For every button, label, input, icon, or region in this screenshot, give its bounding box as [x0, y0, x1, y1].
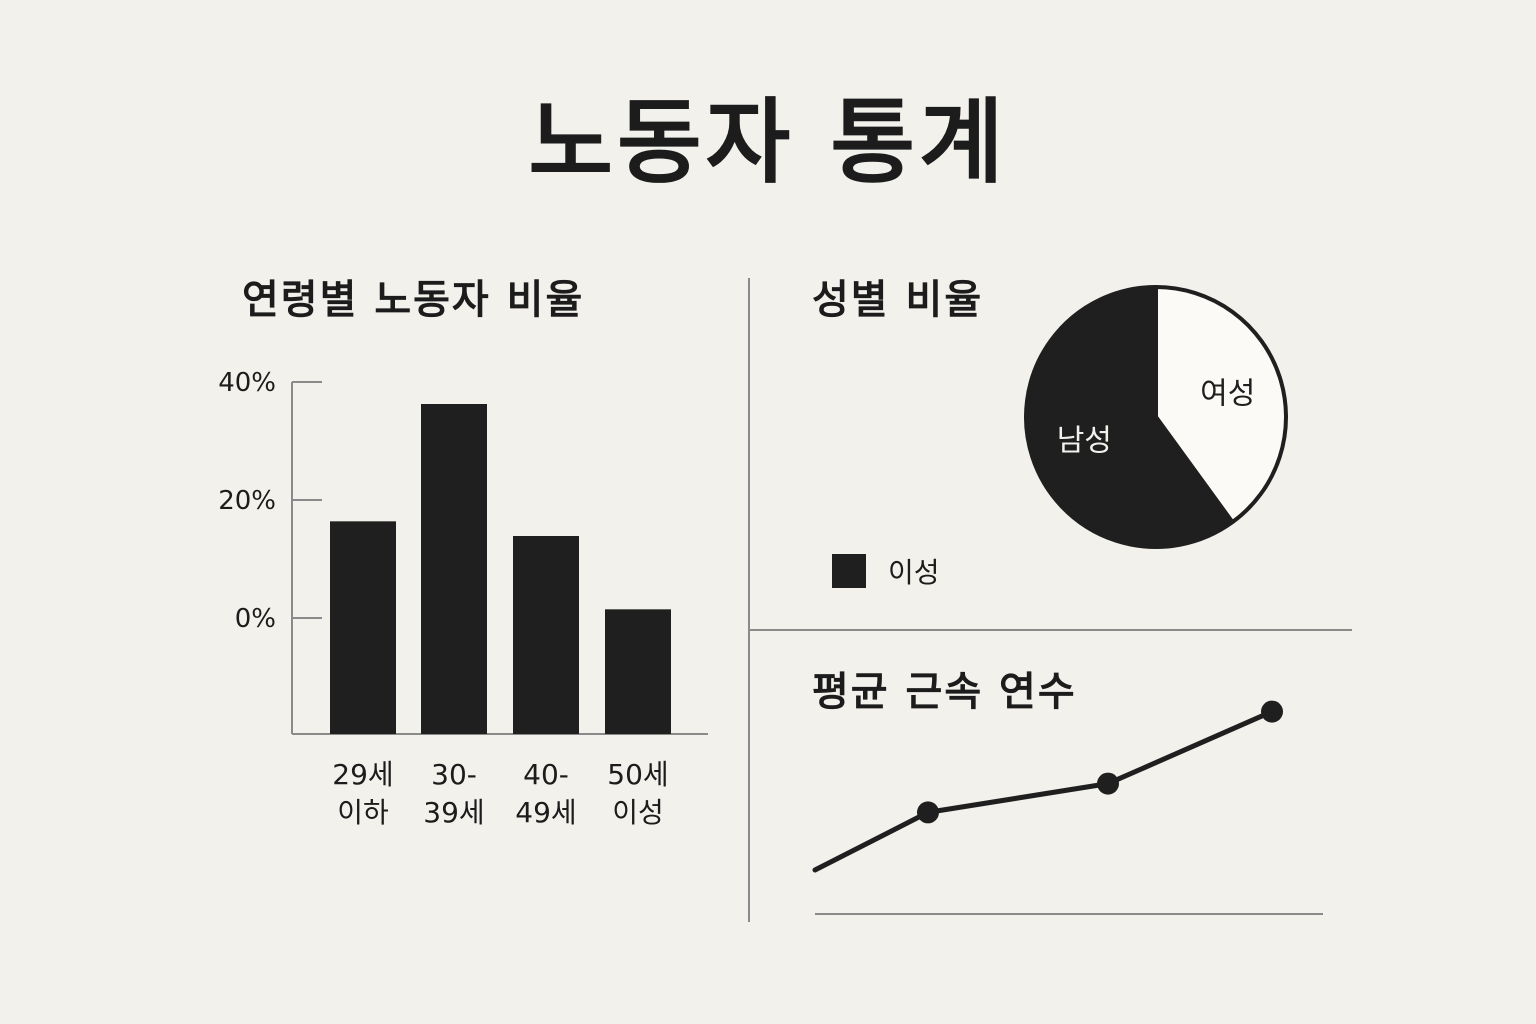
bar — [421, 404, 487, 734]
line-series — [812, 709, 1275, 873]
bar-category-label: 이성 — [612, 796, 664, 829]
bar — [513, 536, 579, 734]
pie-chart-title: 성별 비율 — [812, 277, 984, 323]
bar-category-label: 29세 — [332, 758, 393, 791]
line-point — [917, 801, 939, 824]
bar-category-label: 49세 — [515, 796, 576, 829]
bar-category-label: 50세 — [607, 758, 668, 791]
bar-y-tick-label: 20% — [218, 486, 276, 516]
pie-slice — [1154, 285, 1288, 525]
line-point — [1261, 700, 1283, 723]
pie-slice-label: 남성 — [1057, 423, 1112, 458]
bar-category-label: 이하 — [337, 796, 389, 829]
pie-slice-label: 여성 — [1200, 377, 1255, 412]
bar-category-label: 40- — [523, 758, 569, 791]
legend-label: 이성 — [888, 556, 940, 589]
bar-category-label: 39세 — [423, 796, 484, 829]
bar — [330, 521, 396, 734]
bar — [605, 609, 671, 734]
bar-y-tick-label: 0% — [235, 604, 276, 634]
legend-swatch — [832, 554, 866, 588]
bar-y-tick-label: 40% — [218, 368, 276, 398]
line-chart-title: 평균 근속 연수 — [812, 669, 1077, 715]
bar-category-label: 30- — [431, 758, 477, 791]
page-title: 노동자 통계 — [528, 89, 1008, 196]
pie-slice — [1024, 285, 1235, 549]
bar-chart-title: 연령별 노동자 비율 — [242, 277, 585, 323]
line-point — [1097, 772, 1119, 795]
line-chart — [812, 700, 1323, 915]
